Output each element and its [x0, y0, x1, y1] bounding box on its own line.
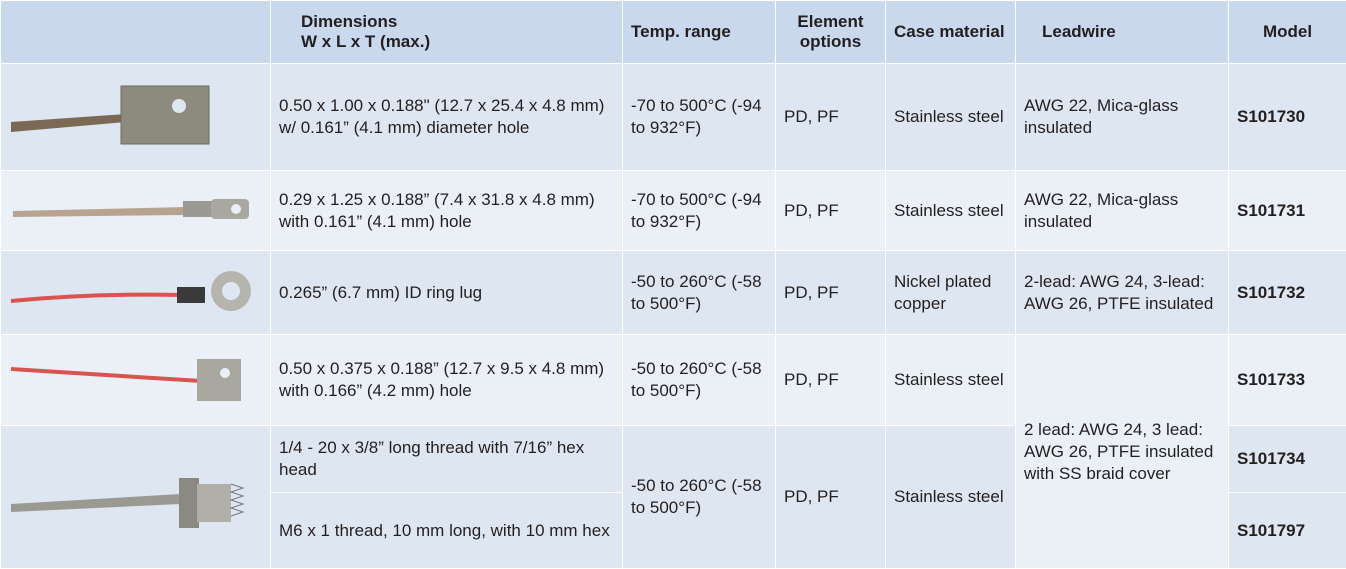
row: 0.29 x 1.25 x 0.188” (7.4 x 31.8 x 4.8 m… [1, 171, 1346, 251]
cell: AWG 22, Mica-glass insulated [1016, 171, 1229, 251]
cell: -70 to 500°C (-94 to 932°F) [623, 64, 776, 171]
header-cell [1, 1, 271, 64]
cell: -70 to 500°C (-94 to 932°F) [623, 171, 776, 251]
header-cell: Dimensions W x L x T (max.) [271, 1, 623, 64]
cell: PD, PF [776, 426, 886, 569]
cell: 0.29 x 1.25 x 0.188” (7.4 x 31.8 x 4.8 m… [271, 171, 623, 251]
header-cell: Case material [886, 1, 1016, 64]
row: 0.50 x 0.375 x 0.188” (12.7 x 9.5 x 4.8 … [1, 335, 1346, 426]
cell: S101732 [1229, 251, 1346, 335]
cell: Stainless steel [886, 426, 1016, 569]
cell: Nickel plated copper [886, 251, 1016, 335]
cell: PD, PF [776, 335, 886, 426]
header-row: Dimensions W x L x T (max.) Temp. range … [1, 1, 1346, 64]
cell: S101731 [1229, 171, 1346, 251]
cell: -50 to 260°C (-58 to 500°F) [623, 251, 776, 335]
cell: AWG 22, Mica-glass insulated [1016, 64, 1229, 171]
cell: Stainless steel [886, 64, 1016, 171]
cell: 2 lead: AWG 24, 3 lead: AWG 26, PTFE ins… [1016, 335, 1229, 569]
cell: M6 x 1 thread, 10 mm long, with 10 mm he… [271, 493, 623, 569]
product-image [1, 171, 271, 251]
cell: S101734 [1229, 426, 1346, 493]
cell: -50 to 260°C (-58 to 500°F) [623, 335, 776, 426]
product-image [1, 426, 271, 569]
cell: Stainless steel [886, 171, 1016, 251]
product-image [1, 251, 271, 335]
cell: 1/4 - 20 x 3/8” long thread with 7/16” h… [271, 426, 623, 493]
cell: PD, PF [776, 64, 886, 171]
cell: PD, PF [776, 251, 886, 335]
cell: 0.265” (6.7 mm) ID ring lug [271, 251, 623, 335]
row: 0.50 x 1.00 x 0.188" (12.7 x 25.4 x 4.8 … [1, 64, 1346, 171]
product-image [1, 64, 271, 171]
row: 0.265” (6.7 mm) ID ring lug -50 to 260°C… [1, 251, 1346, 335]
header-cell: Temp. range [623, 1, 776, 64]
cell: S101733 [1229, 335, 1346, 426]
cell: S101730 [1229, 64, 1346, 171]
header-cell: Model [1229, 1, 1346, 64]
product-image [1, 335, 271, 426]
header-cell: Element options [776, 1, 886, 64]
cell: 0.50 x 0.375 x 0.188” (12.7 x 9.5 x 4.8 … [271, 335, 623, 426]
cell: Stainless steel [886, 335, 1016, 426]
cell: PD, PF [776, 171, 886, 251]
cell: 0.50 x 1.00 x 0.188" (12.7 x 25.4 x 4.8 … [271, 64, 623, 171]
cell: -50 to 260°C (-58 to 500°F) [623, 426, 776, 569]
cell: S101797 [1229, 493, 1346, 569]
cell: 2-lead: AWG 24, 3-lead: AWG 26, PTFE ins… [1016, 251, 1229, 335]
header-cell: Leadwire [1016, 1, 1229, 64]
